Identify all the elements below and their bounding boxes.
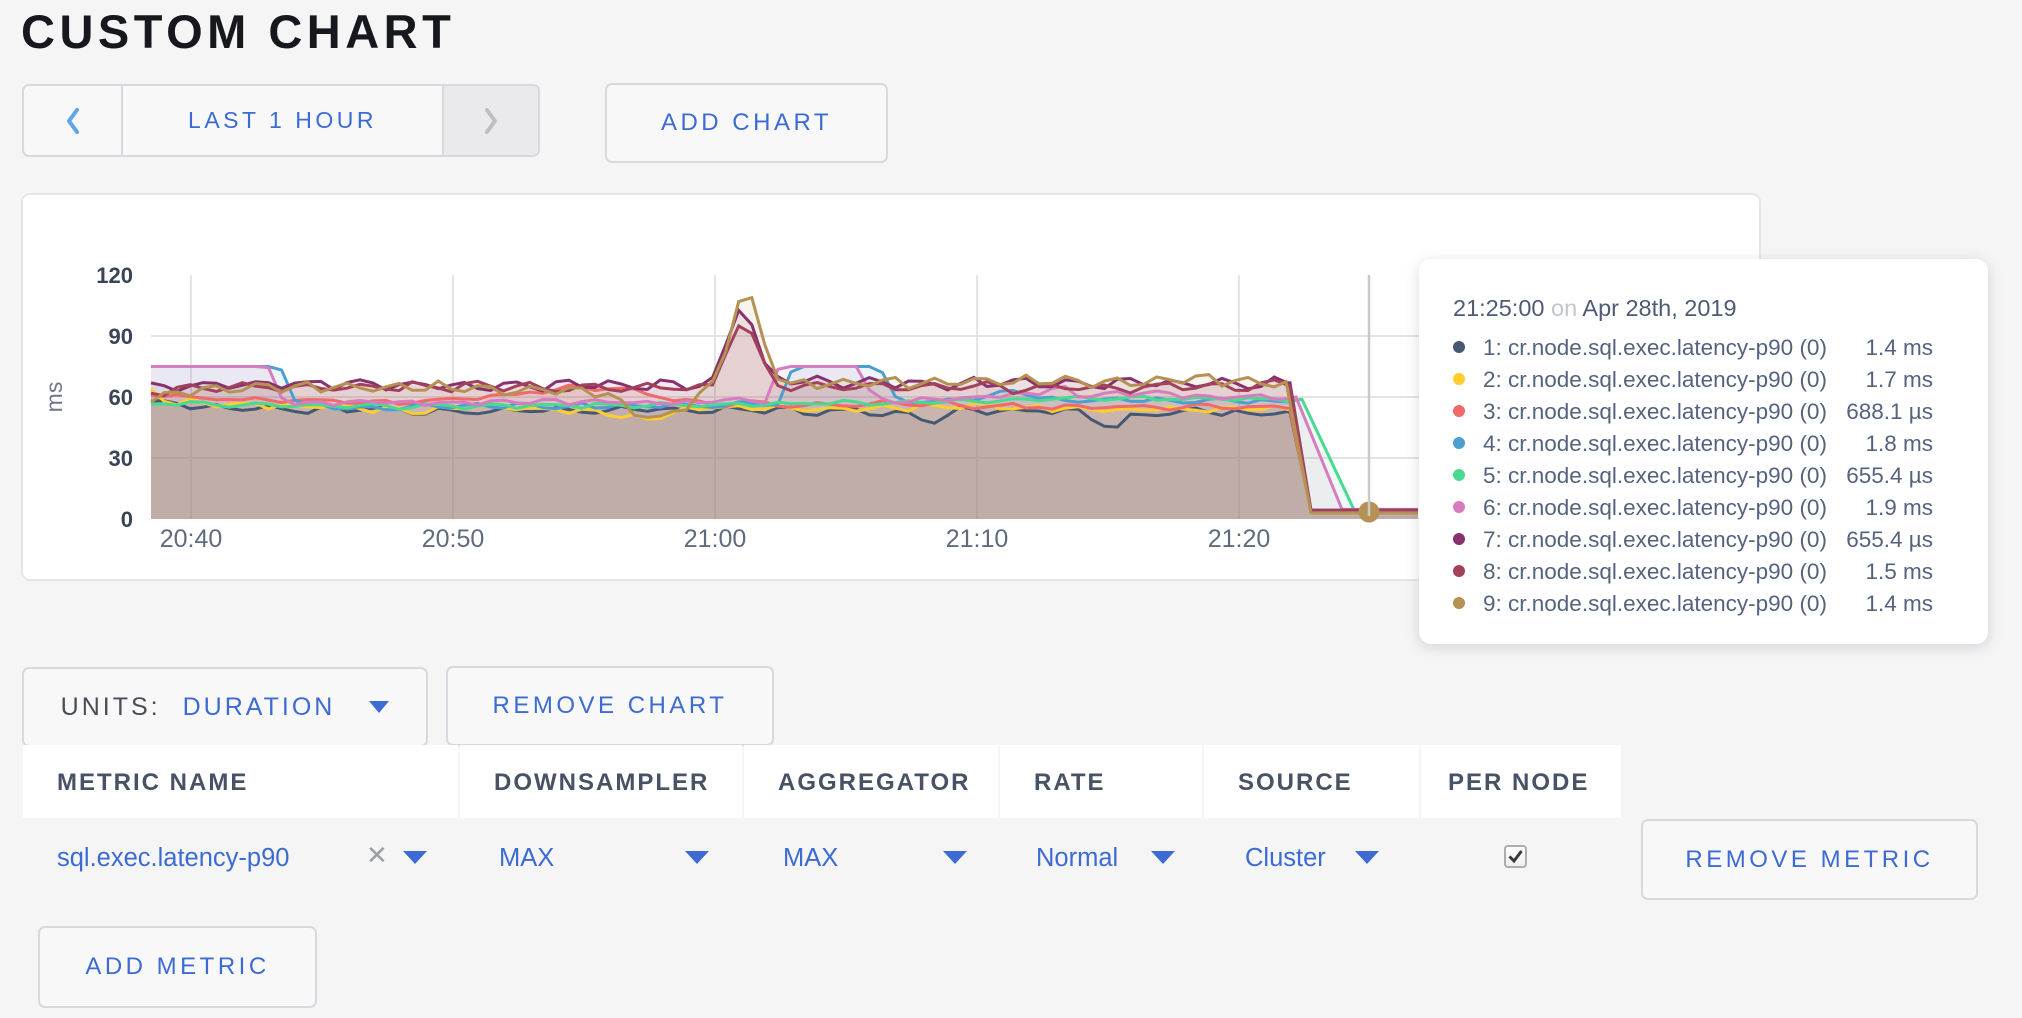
svg-text:60: 60 <box>109 385 133 410</box>
svg-text:120: 120 <box>96 263 133 288</box>
svg-text:30: 30 <box>109 446 133 471</box>
svg-text:21:20: 21:20 <box>1208 525 1271 553</box>
svg-text:21:10: 21:10 <box>946 525 1009 553</box>
svg-text:20:40: 20:40 <box>160 525 223 553</box>
svg-text:20:50: 20:50 <box>422 525 485 553</box>
svg-text:21:00: 21:00 <box>684 525 747 553</box>
svg-text:0: 0 <box>121 507 133 532</box>
svg-text:ms: ms <box>41 382 67 413</box>
svg-text:90: 90 <box>109 324 133 349</box>
